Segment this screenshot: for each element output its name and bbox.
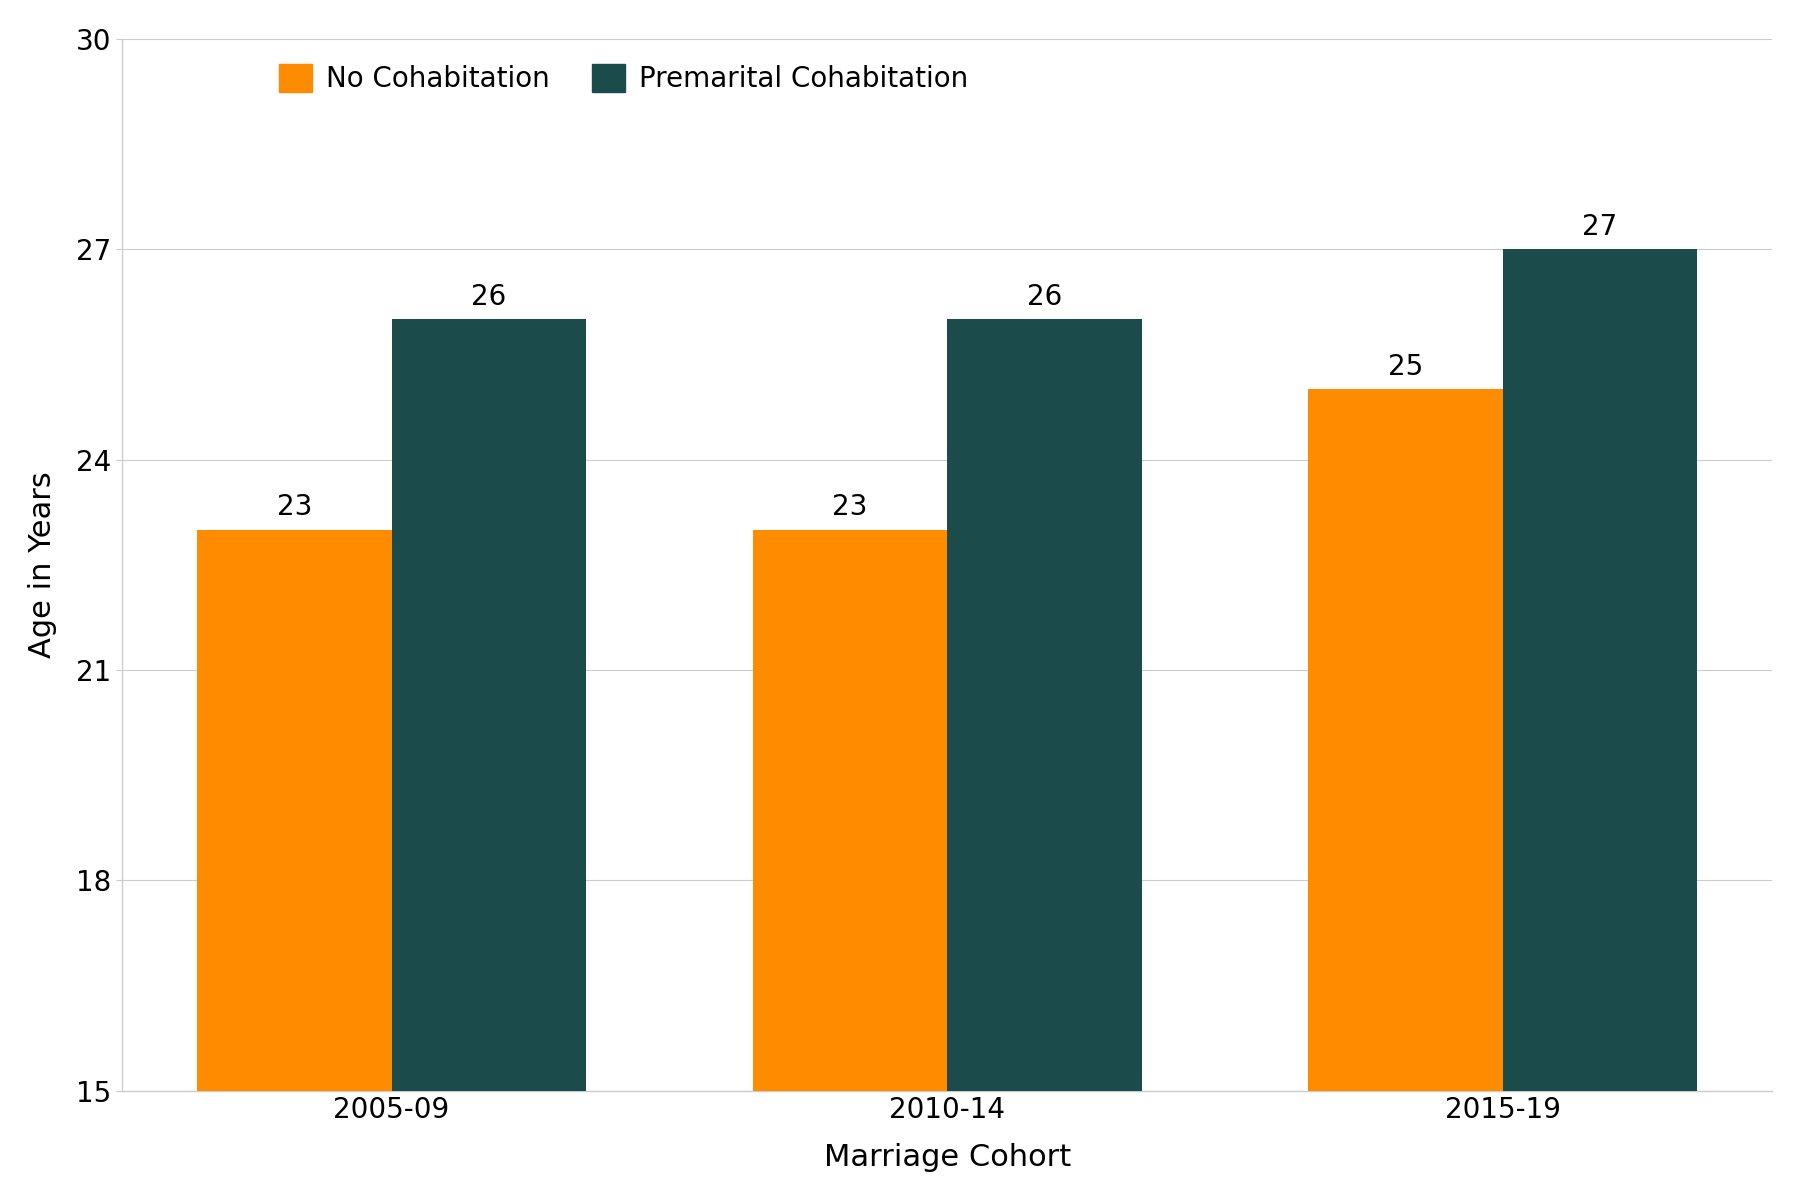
Text: 27: 27: [1582, 212, 1618, 241]
Text: 23: 23: [277, 493, 311, 521]
Bar: [752, 529, 947, 1091]
Bar: [392, 319, 587, 1091]
Bar: [1503, 250, 1697, 1091]
Bar: [198, 529, 392, 1091]
Y-axis label: Age in Years: Age in Years: [27, 472, 58, 659]
Legend: No Cohabitation, Premarital Cohabitation: No Cohabitation, Premarital Cohabitation: [268, 53, 979, 104]
Text: 23: 23: [832, 493, 868, 521]
Bar: [1309, 390, 1503, 1091]
Text: 25: 25: [1388, 353, 1424, 382]
Bar: [947, 319, 1141, 1091]
X-axis label: Marriage Cohort: Marriage Cohort: [824, 1144, 1071, 1172]
Text: 26: 26: [1026, 283, 1062, 311]
Text: 26: 26: [472, 283, 506, 311]
